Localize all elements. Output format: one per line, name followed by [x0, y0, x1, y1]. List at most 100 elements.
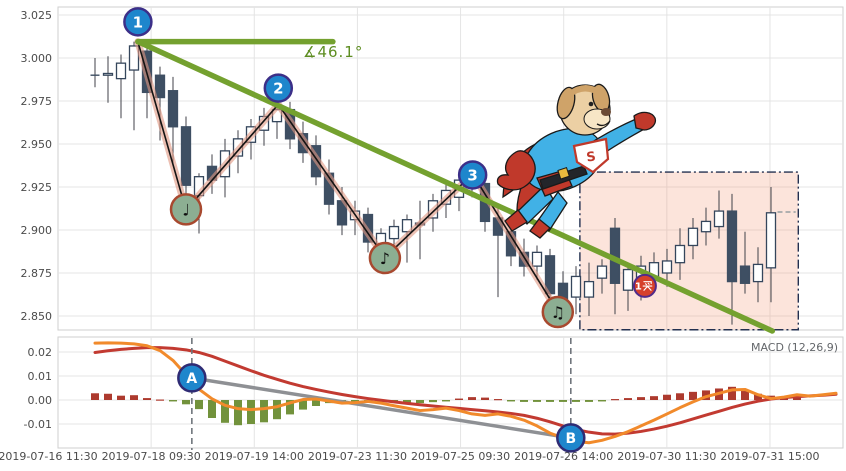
macd-hist-bar [104, 393, 112, 400]
macd-hist-bar [689, 391, 697, 400]
pivot-marker[interactable]: 3 [457, 160, 488, 190]
ab-marker-circle[interactable] [177, 363, 207, 393]
ab-marker[interactable]: B [556, 423, 586, 453]
dog-nose [601, 108, 611, 116]
macd-hist-bar [533, 400, 541, 402]
macd-hist-bar [416, 400, 424, 404]
ab-connector-line [190, 376, 573, 440]
dog-head-fur [568, 85, 603, 97]
candle-body [765, 212, 777, 269]
macd-hist-bar [546, 400, 554, 402]
pivot-marker-circle[interactable] [123, 7, 153, 37]
macd-hist-bar [663, 394, 671, 400]
note-marker-glyph: ♫ [551, 303, 565, 322]
macd-hist-bar [130, 395, 138, 400]
forecast-zone-box [579, 171, 800, 331]
pivot-marker[interactable]: 1 [123, 7, 153, 37]
note-marker-circle[interactable] [169, 193, 203, 226]
note-marker-circle[interactable] [541, 295, 575, 329]
candle-body [388, 225, 400, 240]
macd-hist-bar [585, 400, 593, 402]
pivot-marker-number: 3 [467, 166, 477, 184]
macd-hist-bar [611, 399, 619, 401]
x-tick-label: 2019-07-19 14:00 [205, 450, 304, 463]
ab-marker-letter: B [565, 431, 576, 447]
macd-hist-bar [247, 400, 255, 424]
diagonal-trend-line [135, 38, 776, 334]
candle-body [726, 210, 738, 283]
macd-hist-bar [91, 393, 99, 400]
macd-indicator-label: MACD (12,26,9) [751, 341, 838, 354]
macd-hist-bar [741, 390, 749, 400]
macd-hist-bar [676, 393, 684, 400]
pivot-marker-circle[interactable] [457, 160, 488, 190]
price-y-tick-label: 2.950 [21, 138, 53, 151]
macd-hist-bar [182, 400, 190, 405]
note-marker[interactable]: ♩ [169, 193, 203, 226]
dif-line [93, 341, 838, 445]
macd-y-tick-label: -0.01 [24, 418, 52, 431]
ab-marker[interactable]: A [177, 363, 207, 393]
price-y-tick-label: 2.850 [21, 310, 53, 323]
candle-body [739, 265, 751, 284]
buy-signal-marker[interactable]: 1 [632, 273, 657, 298]
candle-body [115, 62, 127, 80]
macd-hist-bar [481, 397, 489, 400]
candle-body [687, 227, 699, 247]
candle-body [570, 275, 582, 298]
pivot-marker-circle[interactable] [263, 73, 294, 103]
note-marker[interactable]: ♪ [368, 241, 402, 275]
macd-y-tick-label: 0.00 [28, 394, 53, 407]
note-marker-glyph: ♪ [380, 249, 390, 268]
dea-line [93, 346, 838, 436]
candle-body [622, 268, 634, 291]
macd-hist-bar [273, 400, 281, 420]
candle-body [531, 251, 543, 267]
macd-hist-bar [520, 400, 528, 402]
superhero-dog-mascot: S [496, 83, 657, 239]
note-marker-glyph: ♩ [182, 200, 190, 219]
candle-body [661, 260, 673, 274]
macd-hist-bar [650, 396, 658, 400]
macd-hist-bar [468, 397, 476, 400]
angle-annotation-label: ∡46.1° [303, 43, 363, 61]
pivot-marker[interactable]: 2 [263, 73, 294, 103]
macd-hist-bar [494, 399, 502, 401]
macd-hist-bar [507, 400, 515, 402]
note-marker-circle[interactable] [368, 241, 402, 275]
dog-fist [496, 150, 536, 191]
macd-hist-bar [143, 398, 151, 400]
macd-hist-bar [169, 400, 177, 402]
macd-hist-bar [312, 400, 320, 406]
x-tick-label: 2019-07-26 14:00 [514, 450, 613, 463]
macd-hist-bar [572, 400, 580, 402]
macd-hist-bar [455, 398, 463, 400]
macd-hist-bar [117, 395, 125, 400]
pivot-marker-number: 1 [133, 13, 143, 31]
candle-body [154, 74, 166, 99]
macd-hist-bar [559, 400, 567, 402]
x-tick-label: 2019-07-23 11:30 [308, 450, 407, 463]
ab-marker-letter: A [186, 371, 197, 387]
macd-y-tick-label: 0.02 [28, 346, 53, 359]
candle-body [102, 72, 114, 76]
dog-shield [572, 137, 610, 174]
note-marker[interactable]: ♫ [541, 295, 575, 329]
dog-eye [588, 101, 594, 107]
buy-signal-number: 1 [635, 282, 642, 293]
macd-hist-bar [403, 400, 411, 403]
candle-body [700, 220, 712, 233]
macd-hist-bar [156, 399, 164, 401]
x-tick-label: 2019-07-16 11:30 [0, 450, 98, 463]
dog-front-boot [529, 218, 551, 239]
candle-body [674, 244, 686, 264]
x-tick-label: 2019-07-18 09:30 [102, 450, 201, 463]
macd-hist-bar [208, 400, 216, 418]
candle-body [752, 263, 764, 283]
zigzag-line [137, 41, 559, 313]
macd-hist-bar [195, 400, 203, 410]
price-y-tick-label: 2.925 [21, 181, 53, 194]
ab-marker-circle[interactable] [556, 423, 586, 453]
price-y-tick-label: 2.975 [21, 95, 53, 108]
macd-hist-bar [299, 400, 307, 410]
